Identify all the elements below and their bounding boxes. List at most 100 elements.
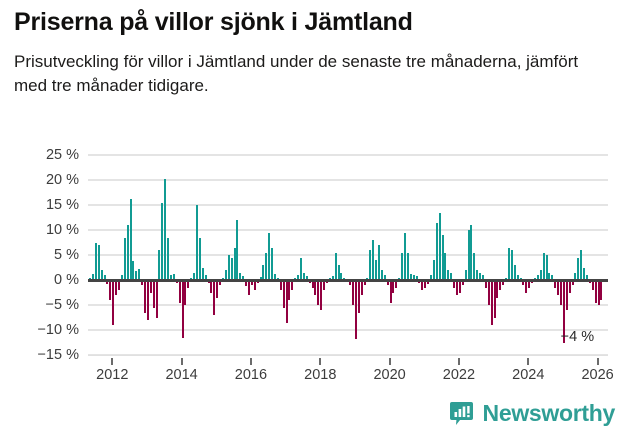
bar [574,272,576,280]
x-axis-tick [457,358,460,365]
bar [384,275,386,280]
bar [158,250,160,280]
bar [349,280,351,285]
bar [124,237,126,280]
bar [511,250,513,280]
bar [369,250,371,280]
bar [300,257,302,280]
bar [268,232,270,280]
bar [190,277,192,280]
bar [236,220,238,280]
bar [361,280,363,295]
bar [442,235,444,280]
bar [167,237,169,280]
bar [234,247,236,280]
bar [424,280,426,288]
bar [398,277,400,280]
bar [260,277,262,280]
bar [222,277,224,280]
bar [317,280,319,305]
bar [121,275,123,280]
bar [138,269,140,280]
bar [586,275,588,280]
bar [274,274,276,280]
bar [482,275,484,280]
bar [141,280,143,285]
bar [118,280,120,290]
bar [430,275,432,280]
bar [187,280,189,288]
bar [219,280,221,285]
bar [193,272,195,280]
bar [95,242,97,280]
bar [109,280,111,300]
bar [479,272,481,280]
bar [112,280,114,325]
bar [262,265,264,280]
bar [144,280,146,313]
bar [517,275,519,280]
gridline [88,204,608,206]
bar [312,280,314,288]
bar [358,280,360,313]
bar [150,280,152,293]
bar [595,280,597,303]
gridline [88,329,608,331]
bar [98,245,100,280]
bar [366,277,368,280]
y-axis-tick-label: 15 % [45,197,79,213]
bar [416,276,418,280]
bar [598,280,600,305]
bar-chart-speech-bubble-icon [449,401,474,426]
bar [496,280,498,298]
bar [106,280,108,284]
bar [580,250,582,280]
bar [502,280,504,285]
bar [286,280,288,323]
bar [522,280,524,285]
bar [569,280,571,293]
x-axis-tick [319,358,322,365]
bar [104,275,106,280]
bar [156,280,158,318]
bar [340,272,342,280]
y-axis-tick-label: 10 % [45,222,79,238]
bar [548,272,550,280]
bar [225,270,227,280]
bar [248,280,250,295]
bar [439,212,441,280]
x-axis-tick [249,358,252,365]
bar [115,280,117,295]
bar [338,265,340,280]
bar [332,276,334,280]
bar [147,280,149,320]
bar [427,280,429,284]
x-axis-tick [180,358,183,365]
bar [508,247,510,280]
bar [413,275,415,280]
bar [277,277,279,280]
bar [179,280,181,303]
bar [563,280,565,343]
gridline [88,154,608,156]
bar [528,280,530,288]
bar-chart: 25 % 20 % 15 % 10 % 5 % 0 % −5 % −10 % −15 % 201… [0,146,631,386]
bar [216,280,218,298]
bar [577,257,579,280]
bar [459,280,461,293]
bar [202,267,204,280]
x-axis-tick [111,358,114,365]
plot-area: 25 % 20 % 15 % 10 % 5 % 0 % −5 % −10 % −15 % [37,147,608,363]
y-axis-tick-label: 20 % [45,172,79,188]
bar [352,280,354,305]
x-axis-line [88,355,608,356]
x-axis-tick [527,358,530,365]
bar [514,265,516,280]
bar [592,280,594,290]
gridline [88,179,608,181]
x-axis-tick-label: 2020 [373,367,406,383]
bar [372,240,374,280]
x-axis-tick [596,358,599,365]
bar [92,274,94,280]
bar [476,270,478,280]
